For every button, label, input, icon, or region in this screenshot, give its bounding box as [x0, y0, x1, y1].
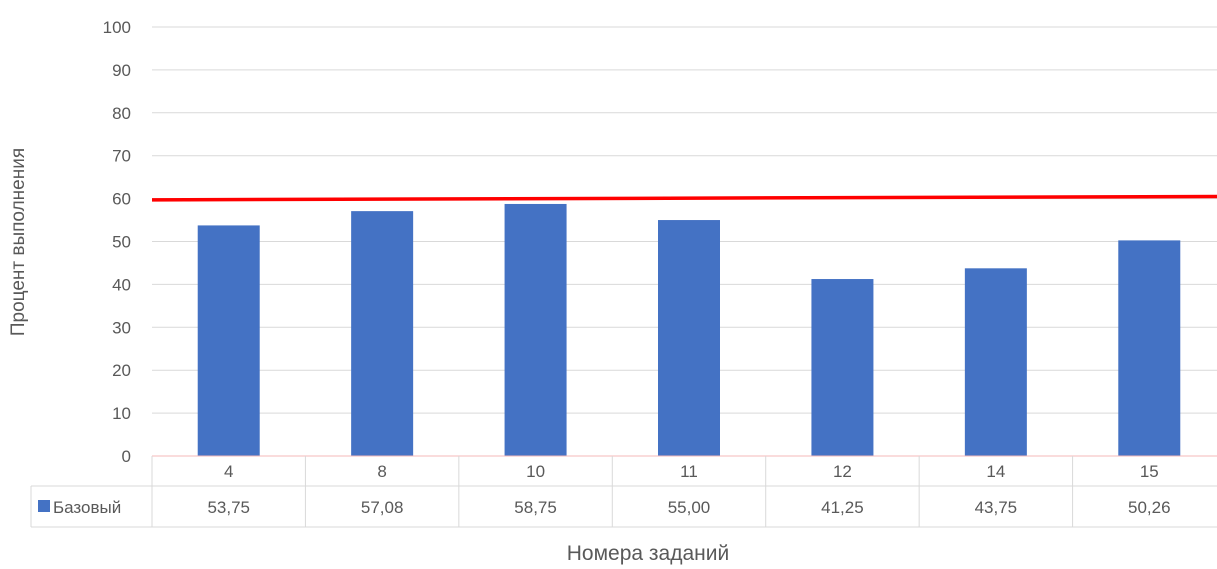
- x-tick-label: 15: [1140, 462, 1159, 481]
- y-axis-ticks: 0 10 20 30 40 50 60 70 80 90 100: [103, 18, 131, 466]
- legend-label: Базовый: [53, 498, 121, 517]
- bar: [964, 268, 1027, 456]
- x-tick-label: 4: [224, 462, 233, 481]
- x-tick-label: 12: [833, 462, 852, 481]
- data-label: 41,25: [821, 498, 864, 517]
- y-tick-label: 20: [112, 361, 131, 380]
- y-tick-label: 100: [103, 18, 131, 37]
- bar: [658, 220, 720, 456]
- x-axis-label: Номера заданий: [567, 542, 729, 565]
- bar: [811, 279, 874, 456]
- bar: [197, 225, 260, 456]
- y-tick-label: 10: [112, 404, 131, 423]
- data-label: 57,08: [361, 498, 404, 517]
- bar: [504, 203, 567, 456]
- y-tick-label: 70: [112, 147, 131, 166]
- x-tick-label: 14: [986, 462, 1005, 481]
- data-label: 43,75: [975, 498, 1018, 517]
- y-tick-label: 50: [112, 233, 131, 252]
- data-table: 4 53,75 8 57,08 10 58,75 11 55,00 12 41,25 14 43,75…: [30, 455, 1217, 528]
- bar: [351, 211, 414, 456]
- x-tick-label: 11: [680, 462, 698, 481]
- reference-line: [151, 194, 1217, 202]
- data-label: 58,75: [514, 498, 557, 517]
- y-tick-label: 0: [122, 447, 131, 466]
- bar: [1118, 240, 1181, 456]
- bars: [197, 203, 1181, 456]
- reference-line-group: [151, 194, 1217, 202]
- data-label: 50,26: [1128, 498, 1171, 517]
- y-tick-label: 80: [112, 104, 131, 123]
- y-tick-label: 90: [112, 61, 131, 80]
- y-tick-label: 60: [112, 190, 131, 209]
- data-label: 53,75: [207, 498, 250, 517]
- y-axis-label: Процент выполнения: [8, 148, 29, 336]
- y-tick-label: 30: [112, 318, 131, 337]
- data-label: 55,00: [668, 498, 711, 517]
- legend-swatch: [38, 500, 50, 512]
- y-tick-label: 40: [112, 275, 131, 294]
- x-tick-label: 10: [526, 462, 545, 481]
- x-tick-label: 8: [377, 462, 386, 481]
